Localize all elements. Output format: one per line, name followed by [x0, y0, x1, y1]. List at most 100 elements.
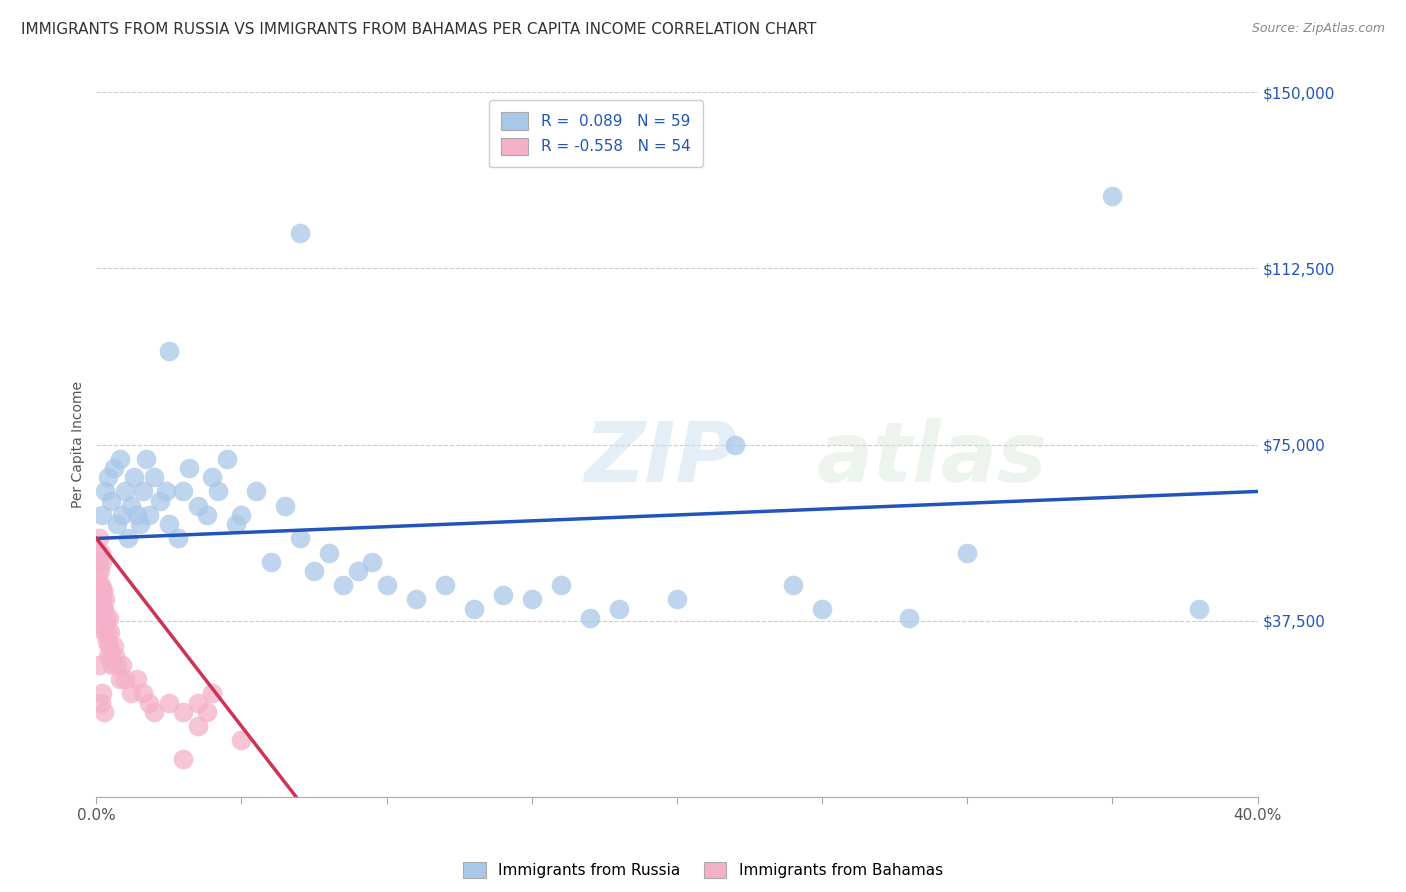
- Point: [87, 545, 110, 559]
- Legend: R =  0.089   N = 59, R = -0.558   N = 54: R = 0.089 N = 59, R = -0.558 N = 54: [489, 100, 703, 168]
- Point: [811, 602, 834, 616]
- Point: [187, 719, 209, 733]
- Text: Source: ZipAtlas.com: Source: ZipAtlas.com: [1251, 22, 1385, 36]
- Point: [665, 592, 688, 607]
- Point: [288, 532, 311, 546]
- Point: [361, 555, 384, 569]
- Point: [125, 508, 148, 522]
- Point: [89, 602, 111, 616]
- Point: [93, 621, 115, 635]
- Point: [143, 470, 166, 484]
- Text: ZIP: ZIP: [583, 418, 737, 500]
- Point: [90, 555, 112, 569]
- Point: [245, 484, 267, 499]
- Point: [103, 461, 125, 475]
- Point: [166, 532, 188, 546]
- Point: [143, 705, 166, 719]
- Point: [149, 494, 172, 508]
- Point: [97, 648, 120, 663]
- Point: [91, 508, 114, 522]
- Point: [157, 517, 180, 532]
- Point: [231, 508, 253, 522]
- Point: [100, 494, 122, 508]
- Point: [100, 648, 122, 663]
- Point: [94, 592, 117, 607]
- Point: [1101, 188, 1123, 202]
- Point: [120, 686, 142, 700]
- Text: atlas: atlas: [817, 418, 1047, 500]
- Point: [97, 611, 120, 625]
- Point: [225, 517, 247, 532]
- Point: [98, 640, 121, 654]
- Point: [89, 592, 111, 607]
- Point: [101, 658, 124, 673]
- Point: [463, 602, 485, 616]
- Point: [520, 592, 543, 607]
- Point: [91, 602, 114, 616]
- Point: [135, 451, 157, 466]
- Point: [157, 696, 180, 710]
- Point: [302, 564, 325, 578]
- Point: [93, 625, 115, 640]
- Point: [97, 470, 120, 484]
- Point: [93, 602, 115, 616]
- Point: [274, 499, 297, 513]
- Point: [96, 634, 118, 648]
- Point: [138, 508, 160, 522]
- Point: [108, 673, 131, 687]
- Point: [157, 343, 180, 358]
- Point: [90, 696, 112, 710]
- Point: [195, 508, 218, 522]
- Point: [550, 578, 572, 592]
- Point: [90, 592, 112, 607]
- Point: [405, 592, 427, 607]
- Point: [105, 658, 128, 673]
- Point: [114, 673, 136, 687]
- Point: [91, 583, 114, 598]
- Point: [956, 545, 979, 559]
- Point: [187, 499, 209, 513]
- Point: [89, 555, 111, 569]
- Point: [91, 583, 114, 598]
- Point: [172, 484, 194, 499]
- Y-axis label: Per Capita Income: Per Capita Income: [72, 381, 86, 508]
- Point: [91, 611, 114, 625]
- Legend: Immigrants from Russia, Immigrants from Bahamas: Immigrants from Russia, Immigrants from …: [457, 856, 949, 884]
- Point: [87, 578, 110, 592]
- Point: [122, 470, 145, 484]
- Point: [132, 484, 155, 499]
- Point: [195, 705, 218, 719]
- Point: [187, 696, 209, 710]
- Point: [607, 602, 630, 616]
- Point: [172, 752, 194, 766]
- Point: [1188, 602, 1211, 616]
- Point: [96, 625, 118, 640]
- Point: [94, 484, 117, 499]
- Point: [87, 532, 110, 546]
- Point: [94, 611, 117, 625]
- Point: [724, 437, 747, 451]
- Point: [231, 733, 253, 747]
- Point: [105, 517, 128, 532]
- Point: [111, 508, 134, 522]
- Point: [89, 583, 111, 598]
- Point: [93, 705, 115, 719]
- Point: [98, 625, 121, 640]
- Point: [332, 578, 354, 592]
- Point: [89, 658, 111, 673]
- Point: [155, 484, 177, 499]
- Point: [782, 578, 804, 592]
- Point: [114, 484, 136, 499]
- Point: [132, 686, 155, 700]
- Point: [138, 696, 160, 710]
- Point: [346, 564, 368, 578]
- Point: [259, 555, 281, 569]
- Point: [90, 611, 112, 625]
- Point: [90, 545, 112, 559]
- Point: [172, 705, 194, 719]
- Point: [128, 517, 150, 532]
- Text: IMMIGRANTS FROM RUSSIA VS IMMIGRANTS FROM BAHAMAS PER CAPITA INCOME CORRELATION : IMMIGRANTS FROM RUSSIA VS IMMIGRANTS FRO…: [21, 22, 817, 37]
- Point: [125, 673, 148, 687]
- Point: [89, 564, 111, 578]
- Point: [91, 686, 114, 700]
